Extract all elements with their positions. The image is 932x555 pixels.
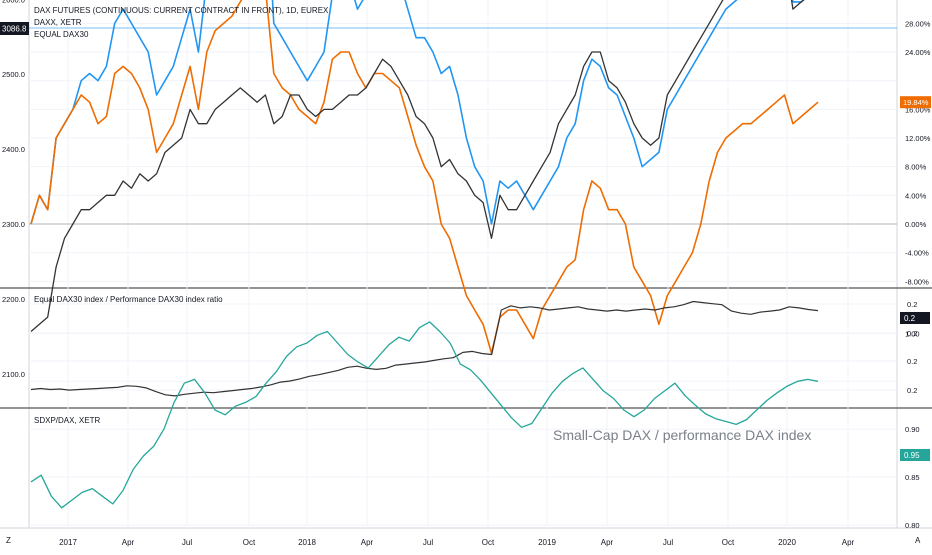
time-axis-label: Jul	[663, 538, 673, 547]
main-chart-title: DAX FUTURES (CONTINUOUS: CURRENT CONTRAC…	[34, 6, 329, 15]
time-axis-label: Oct	[243, 538, 256, 547]
sdxp-badge-bg	[900, 449, 930, 461]
sdxp-axis-tick: 0.85	[905, 473, 920, 482]
series-badge-bg	[900, 96, 931, 109]
right-axis-tick: 16.00%	[905, 105, 931, 114]
sdxp-axis-tick: 0.80	[905, 521, 920, 530]
left-axis-tick: 2100.0	[2, 370, 25, 379]
left-axis-tick: 2500.0	[2, 70, 25, 79]
main-series-equal-dax30	[30, 0, 819, 354]
ratio-pane-title[interactable]: Equal DAX30 index / Performance DAX30 in…	[34, 295, 223, 304]
timezone-button[interactable]: Z	[6, 536, 11, 545]
series-value-badge: 19.84%	[903, 98, 929, 107]
legend-daxx[interactable]: DAXX, XETR	[34, 18, 82, 27]
value-badges: 0.2 0.95 31.19%19.84%	[900, 96, 931, 461]
ratio-series-line	[30, 300, 819, 397]
time-axis-label: Oct	[482, 538, 495, 547]
right-axis-tick: 8.00%	[905, 163, 927, 172]
main-series-price	[30, 0, 805, 332]
right-axis-tick: 28.00%	[905, 19, 931, 28]
left-axis-tick: 2200.0	[2, 295, 25, 304]
ratio-badge-bg	[900, 312, 930, 324]
right-axis-tick: 0.00%	[905, 220, 927, 229]
right-axis-tick: 12.00%	[905, 134, 931, 143]
right-axis-tick: 24.00%	[905, 48, 931, 57]
main-series-daxx	[30, 0, 805, 225]
time-axis-label: Apr	[122, 538, 135, 547]
price-badge: 3086.8	[2, 25, 27, 34]
time-axis-label: 2018	[298, 538, 316, 547]
right-axis-tick: -8.00%	[905, 277, 929, 286]
time-axis-label: Jul	[182, 538, 192, 547]
time-axis-label: 2019	[538, 538, 556, 547]
grid-lines	[29, 0, 897, 528]
ratio-axis-tick: 0.2	[907, 300, 917, 309]
price-badge-bg	[0, 22, 29, 35]
left-axis-tick: 2400.0	[2, 145, 25, 154]
annotation-text[interactable]: Small-Cap DAX / performance DAX index	[553, 427, 811, 443]
left-axis-tick: 2300.0	[2, 220, 25, 229]
ratio-axis-tick: 0.2	[907, 386, 917, 395]
sdxp-value-badge: 0.95	[904, 451, 920, 460]
sdxp-axis-tick: 0.90	[905, 425, 920, 434]
sdxp-pane-title[interactable]: SDXP/DAX, XETR	[34, 416, 100, 425]
right-axis-tick: 4.00%	[905, 191, 927, 200]
time-axis-label: Oct	[722, 538, 735, 547]
time-axis-label: Jul	[423, 538, 433, 547]
time-axis-label: Apr	[361, 538, 374, 547]
legend-equal-dax30[interactable]: EQUAL DAX30	[34, 30, 89, 39]
right-axis-tick: -4.00%	[905, 249, 929, 258]
auto-scale-button[interactable]: A	[915, 536, 921, 545]
time-axis-label: Apr	[601, 538, 614, 547]
sdxp-series-line	[30, 321, 819, 509]
time-axis-label: 2017	[59, 538, 77, 547]
sdxp-axis-tick: 1.00	[905, 329, 920, 338]
time-axis-label: 2020	[778, 538, 796, 547]
series-lines	[30, 0, 819, 509]
ratio-value-badge: 0.2	[904, 314, 916, 323]
time-axis-label: Apr	[842, 538, 855, 547]
ratio-axis-tick: 0.2	[907, 357, 917, 366]
ratio-axis-tick: 0.2	[907, 329, 917, 338]
left-axis-tick: 2600.0	[2, 0, 25, 4]
